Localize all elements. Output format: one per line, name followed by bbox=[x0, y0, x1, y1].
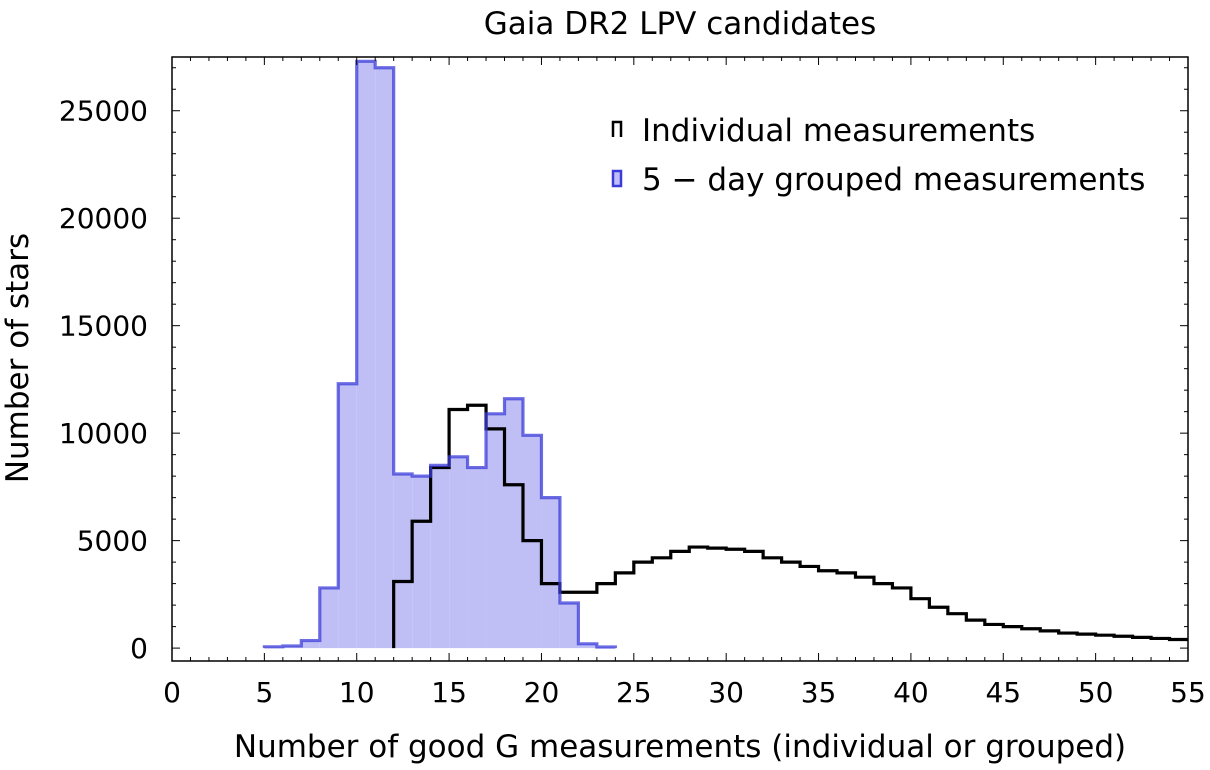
chart-title: Gaia DR2 LPV candidates bbox=[484, 6, 877, 42]
x-tick-label: 30 bbox=[708, 676, 744, 709]
legend-swatch-grouped bbox=[611, 169, 623, 188]
x-tick-label: 20 bbox=[524, 676, 560, 709]
individual-measurements-line bbox=[392, 403, 1188, 649]
grouped-bar-bin-22 bbox=[578, 643, 597, 649]
grouped-bar-bin-12 bbox=[393, 473, 413, 649]
legend-label: Individual measurements bbox=[642, 113, 1035, 149]
x-tick-label: 15 bbox=[431, 676, 467, 709]
legend-swatch-individual bbox=[611, 120, 623, 137]
legend-label: 5 − day grouped measurements bbox=[642, 162, 1145, 198]
y-tick-label: 25000 bbox=[59, 95, 148, 128]
y-tick-label: 5000 bbox=[77, 525, 148, 558]
grouped-bar-bin-15 bbox=[449, 456, 468, 649]
x-tick-label: 0 bbox=[163, 676, 181, 709]
grouped-measurements-line bbox=[262, 59, 617, 649]
histogram-lines bbox=[262, 59, 1188, 649]
x-tick-label: 55 bbox=[1170, 676, 1206, 709]
y-tick-label: 20000 bbox=[59, 202, 148, 235]
grouped-bar-bin-20 bbox=[541, 497, 560, 649]
x-axis-label: Number of good G measurements (individua… bbox=[234, 729, 1126, 765]
axes: 0 5 10 15 20 25 30 35 40 45 50 55 0 5000 10000 15000 200… bbox=[59, 56, 1206, 709]
grouped-bar-bin-16 bbox=[467, 467, 487, 649]
x-tick-label: 5 bbox=[255, 676, 273, 709]
grouped-bar-bin-10 bbox=[356, 61, 376, 649]
grouped-bar-bin-7 bbox=[301, 640, 320, 649]
grouped-bar-bin-14 bbox=[430, 465, 450, 649]
grouped-bar-bin-18 bbox=[504, 398, 523, 649]
grouped-histogram-fill bbox=[264, 61, 616, 649]
x-tick-label: 35 bbox=[801, 676, 837, 709]
x-tick-label: 40 bbox=[893, 676, 929, 709]
x-tick-label: 45 bbox=[985, 676, 1021, 709]
y-axis-label: Number of stars bbox=[0, 233, 36, 483]
x-tick-label: 25 bbox=[616, 676, 652, 709]
grouped-bar-bin-9 bbox=[338, 383, 357, 649]
x-tick-label: 50 bbox=[1078, 676, 1114, 709]
plot-frame bbox=[171, 56, 1189, 662]
grouped-bar-bin-11 bbox=[375, 67, 394, 649]
y-tick-label: 0 bbox=[130, 632, 148, 665]
x-tick-label: 10 bbox=[339, 676, 375, 709]
grouped-bar-bin-21 bbox=[559, 602, 579, 649]
y-tick-label: 10000 bbox=[59, 417, 148, 450]
legend: Individual measurements 5 − day grouped m… bbox=[611, 113, 1145, 198]
grouped-bar-bin-13 bbox=[412, 476, 431, 649]
grouped-bar-bin-17 bbox=[486, 413, 505, 649]
grouped-bar-bin-8 bbox=[319, 587, 339, 649]
y-tick-label: 15000 bbox=[59, 310, 148, 343]
